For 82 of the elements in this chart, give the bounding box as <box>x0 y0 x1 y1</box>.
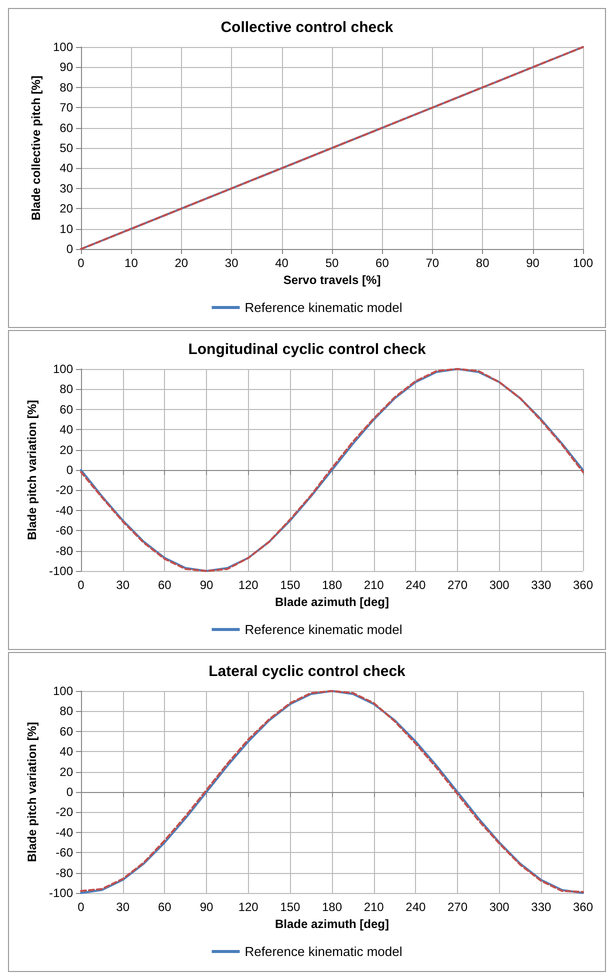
legend-label: Reference kinematic model <box>244 944 402 959</box>
x-tick-label: 70 <box>426 256 440 270</box>
y-tick-label: 0 <box>66 242 74 256</box>
y-axis-title: Blade collective pitch [%] <box>29 76 44 220</box>
y-tick-label: -80 <box>56 544 74 558</box>
x-tick-label: 150 <box>280 578 300 592</box>
x-axis-title: Servo travels [%] <box>283 272 381 287</box>
y-tick-label: 20 <box>60 764 74 779</box>
x-tick-label: 90 <box>200 900 214 914</box>
x-tick-label: 120 <box>238 578 259 592</box>
x-tick-label: 80 <box>476 256 490 270</box>
x-tick-label: 90 <box>200 578 214 592</box>
x-tick-label: 300 <box>489 900 510 914</box>
x-tick-label: 60 <box>376 256 390 270</box>
y-tick-label: 20 <box>60 442 74 457</box>
y-tick-label: -100 <box>48 564 74 578</box>
x-tick-label: 180 <box>322 578 342 592</box>
y-tick-label: -80 <box>56 866 74 880</box>
y-tick-label: 70 <box>60 100 74 115</box>
y-tick-label: 60 <box>60 120 74 135</box>
y-tick-label: 100 <box>52 362 74 376</box>
x-tick-label: 0 <box>78 900 85 914</box>
x-tick-label: 270 <box>447 900 468 914</box>
y-tick-label: 80 <box>60 80 74 94</box>
x-tick-label: 240 <box>406 900 426 914</box>
x-tick-label: 90 <box>526 256 540 270</box>
y-tick-label: 100 <box>52 684 74 698</box>
x-tick-label: 330 <box>531 578 552 592</box>
y-tick-label: -40 <box>56 503 74 518</box>
y-tick-label: -60 <box>56 524 74 538</box>
y-tick-label: 60 <box>60 724 74 738</box>
y-tick-label: 90 <box>60 60 74 74</box>
y-tick-label: 0 <box>66 785 74 799</box>
x-tick-label: 40 <box>275 256 289 270</box>
x-tick-label: 270 <box>447 578 468 592</box>
x-tick-label: 30 <box>116 578 130 592</box>
y-tick-label: -20 <box>56 805 74 820</box>
x-tick-label: 300 <box>489 578 510 592</box>
x-tick-label: 60 <box>158 900 172 914</box>
x-tick-label: 0 <box>78 578 85 592</box>
x-tick-label: 10 <box>124 256 138 270</box>
y-tick-label: 40 <box>60 422 74 437</box>
legend-label: Reference kinematic model <box>244 300 402 315</box>
x-tick-label: 210 <box>364 578 384 592</box>
x-axis-title: Blade azimuth [deg] <box>274 916 390 931</box>
y-tick-label: 0 <box>66 463 74 477</box>
chart-title: Longitudinal cyclic control check <box>188 341 426 358</box>
y-tick-label: -20 <box>56 483 74 498</box>
y-tick-label: 20 <box>60 202 74 216</box>
y-tick-label: 100 <box>52 40 74 54</box>
x-tick-label: 30 <box>116 900 130 914</box>
y-tick-label: 50 <box>60 141 74 155</box>
x-axis-title: Blade azimuth [deg] <box>274 594 390 609</box>
x-tick-label: 240 <box>406 578 426 592</box>
y-tick-label: 60 <box>60 402 74 416</box>
x-tick-label: 210 <box>364 900 384 914</box>
x-tick-label: 30 <box>224 256 239 270</box>
x-tick-label: 100 <box>572 256 594 270</box>
legend-label: Reference kinematic model <box>244 622 402 637</box>
chart-title: Lateral cyclic control check <box>208 663 406 680</box>
y-tick-label: -40 <box>56 825 74 840</box>
y-tick-label: 80 <box>60 382 74 396</box>
x-tick-label: 50 <box>325 256 339 270</box>
x-tick-label: 360 <box>572 578 594 592</box>
y-tick-label: -60 <box>56 846 74 860</box>
x-tick-label: 360 <box>572 900 594 914</box>
y-tick-label: 30 <box>60 181 74 196</box>
y-tick-label: 80 <box>60 704 74 718</box>
y-tick-label: 10 <box>60 222 74 236</box>
x-tick-label: 330 <box>531 900 552 914</box>
x-tick-label: 60 <box>158 578 172 592</box>
x-tick-label: 20 <box>174 256 188 270</box>
y-tick-label: 40 <box>60 161 74 176</box>
y-tick-label: 40 <box>60 744 74 759</box>
x-tick-label: 180 <box>322 900 342 914</box>
y-axis-title: Blade pitch variation [%] <box>25 400 40 540</box>
y-axis-title: Blade pitch variation [%] <box>25 722 40 862</box>
chart-title: Collective control check <box>220 19 394 36</box>
x-tick-label: 150 <box>280 900 300 914</box>
x-tick-label: 120 <box>238 900 259 914</box>
y-tick-label: -100 <box>48 886 74 900</box>
x-tick-label: 0 <box>78 256 85 270</box>
